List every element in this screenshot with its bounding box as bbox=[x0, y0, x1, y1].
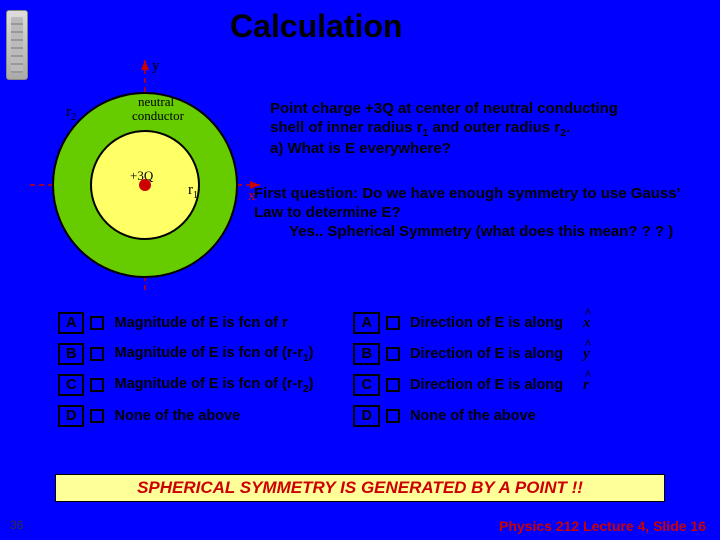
answer-yes: Yes.. Spherical Symmetry bbox=[289, 223, 472, 240]
checkbox-icon[interactable] bbox=[386, 409, 400, 423]
option-A[interactable]: A Magnitude of E is fcn of r bbox=[58, 312, 313, 334]
option-B[interactable]: B Direction of E is along y bbox=[353, 343, 590, 365]
shell-label-2: conductor bbox=[132, 108, 185, 123]
option-text: None of the above bbox=[114, 408, 240, 424]
charge-label: +3Q bbox=[130, 168, 154, 183]
option-letter: A bbox=[353, 312, 379, 334]
option-text: Direction of E is along bbox=[410, 346, 563, 362]
checkbox-icon[interactable] bbox=[386, 316, 400, 330]
checkbox-icon[interactable] bbox=[90, 378, 104, 392]
option-B[interactable]: B Magnitude of E is fcn of (r-r1) bbox=[58, 343, 313, 365]
option-text: Magnitude of E is fcn of (r-r2) bbox=[114, 376, 313, 395]
shell-diagram: y x r2 r1 +3Q neutral conductor bbox=[30, 60, 260, 290]
option-letter: A bbox=[58, 312, 84, 334]
footer-text: Physics 212 Lecture 4, Slide 16 bbox=[499, 518, 706, 534]
r2-label: r2 bbox=[66, 104, 76, 123]
option-C[interactable]: C Direction of E is along r bbox=[353, 374, 590, 396]
checkbox-icon[interactable] bbox=[90, 409, 104, 423]
options-right-col: A Direction of E is along x B Direction of … bbox=[353, 312, 590, 427]
option-text: None of the above bbox=[410, 408, 536, 424]
prompt-line2a: shell of inner radius r bbox=[270, 119, 423, 136]
slide-title: Calculation bbox=[230, 8, 402, 45]
unit-vector-r: r bbox=[583, 377, 589, 394]
checkbox-icon[interactable] bbox=[386, 347, 400, 361]
option-D[interactable]: D None of the above bbox=[58, 405, 313, 427]
option-letter: B bbox=[353, 343, 379, 365]
slide-number: 36 bbox=[10, 518, 23, 532]
checkbox-icon[interactable] bbox=[90, 316, 104, 330]
checkbox-icon[interactable] bbox=[386, 378, 400, 392]
unit-vector-x: x bbox=[583, 315, 590, 332]
options-area: A Magnitude of E is fcn of r B Magnitude of… bbox=[58, 312, 690, 427]
y-label: y bbox=[152, 60, 160, 74]
conclusion-banner: SPHERICAL SYMMETRY IS GENERATED BY A POI… bbox=[55, 474, 665, 502]
option-text: Magnitude of E is fcn of r bbox=[114, 315, 287, 331]
option-C[interactable]: C Magnitude of E is fcn of (r-r2) bbox=[58, 374, 313, 396]
option-text: Magnitude of E is fcn of (r-r1) bbox=[114, 345, 313, 364]
prompt-line3: a) What is E everywhere? bbox=[270, 140, 451, 157]
option-letter: C bbox=[353, 374, 379, 396]
option-D[interactable]: D None of the above bbox=[353, 405, 590, 427]
y-arrow bbox=[141, 60, 149, 70]
problem-prompt: Point charge +3Q at center of neutral co… bbox=[270, 100, 705, 159]
option-letter: D bbox=[58, 405, 84, 427]
option-text: Direction of E is along bbox=[410, 315, 563, 331]
question-text: First question: Do we have enough symmet… bbox=[254, 185, 680, 221]
option-letter: D bbox=[353, 405, 379, 427]
prompt-line1: Point charge +3Q at center of neutral co… bbox=[270, 100, 618, 117]
shell-label-1: neutral bbox=[138, 94, 174, 109]
options-left-col: A Magnitude of E is fcn of r B Magnitude of… bbox=[58, 312, 313, 427]
option-letter: C bbox=[58, 374, 84, 396]
first-question: First question: Do we have enough symmet… bbox=[254, 185, 705, 241]
unit-vector-y: y bbox=[583, 346, 589, 363]
checkbox-icon[interactable] bbox=[90, 347, 104, 361]
option-letter: B bbox=[58, 343, 84, 365]
option-A[interactable]: A Direction of E is along x bbox=[353, 312, 590, 334]
option-text: Direction of E is along bbox=[410, 377, 563, 393]
remote-icon bbox=[6, 10, 28, 80]
